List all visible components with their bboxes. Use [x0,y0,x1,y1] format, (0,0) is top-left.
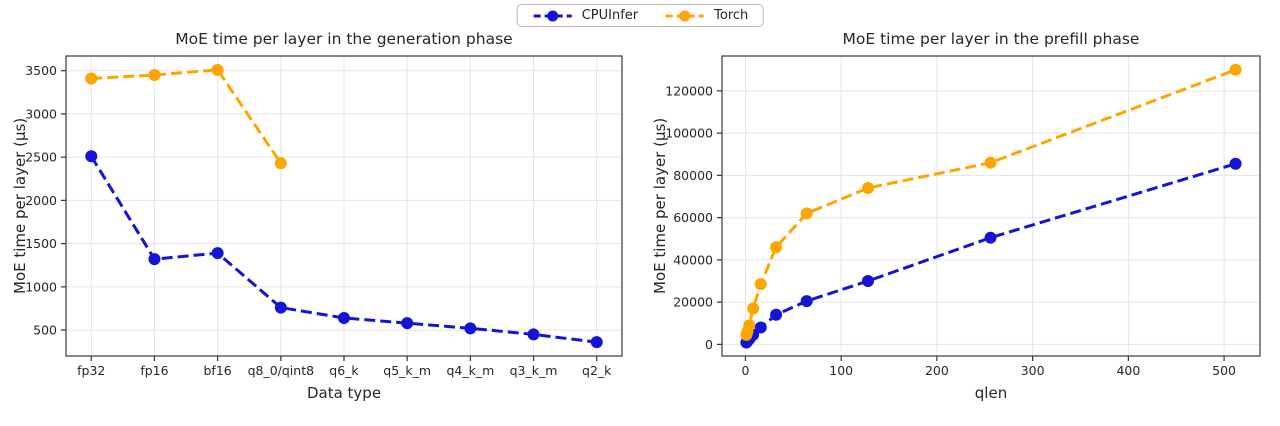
x-axis-label: Data type [306,384,382,402]
data-point-marker [800,295,813,308]
data-point-marker [211,63,224,76]
y-tick-label: 0 [705,337,713,352]
plot-border [65,55,623,357]
x-tick-label: 200 [925,363,949,378]
y-tick-label: 120000 [665,83,713,98]
series-torch [740,63,1242,341]
y-tick-label: 3000 [25,106,57,121]
y-tick-label: 1000 [25,279,57,294]
data-point-marker [148,253,161,266]
x-tick-label: q8_0/qint8 [248,363,315,378]
y-tick-label: 100000 [665,126,713,141]
data-point-marker [527,328,540,341]
data-point-marker [754,278,767,291]
x-axis-label: qlen [974,384,1008,402]
axes: 0 20000 40000 60000 80000 100000 120000 0 100 200… [665,55,1261,378]
x-tick-label: q2_k [582,363,612,378]
y-tick-label: 20000 [673,295,713,310]
plot-border [721,55,1261,357]
torch-line-marker-icon [666,10,705,21]
series-cpuinfer [85,150,603,349]
grid [66,56,622,356]
legend-item-torch: Torch [664,8,748,23]
chart-title: MoE time per layer in the prefill phase [842,30,1140,48]
x-tick-label: q5_k_m [383,363,431,378]
series-line [744,68,1237,336]
grid [722,56,1260,356]
x-tick-label: q3_k_m [510,363,558,378]
data-point-marker [274,301,287,314]
x-tick-label: 0 [741,363,749,378]
data-point-marker [85,72,98,85]
data-point-marker [338,311,350,324]
data-point-marker [464,322,477,335]
data-point-marker [85,150,98,163]
y-tick-label: 500 [33,323,57,338]
y-tick-label: 2500 [25,150,57,165]
data-point-marker [1229,157,1242,170]
legend-item-cpuinfer: CPUInfer [532,8,638,23]
series-cpuinfer [740,157,1242,349]
chart-legend: CPUInfer Torch [516,4,764,27]
generation-phase-plot-area: 500 1000 1500 2000 2500 3000 3500 fp32 fp16 bf16 q… [25,55,623,378]
data-point-marker [770,308,783,321]
prefill-phase-chart: MoE time per layer in the prefill phase … [648,26,1278,422]
x-tick-label: 100 [829,363,853,378]
x-tick-label: q4_k_m [446,363,494,378]
data-point-marker [861,182,874,195]
data-point-marker [800,207,813,220]
data-point-marker [984,231,997,244]
y-tick-label: 80000 [673,168,713,183]
x-tick-label: bf16 [204,363,232,378]
data-point-marker [754,321,767,334]
data-point-marker [590,336,603,349]
cpuinfer-line-marker-icon [533,10,572,21]
x-tick-label: 300 [1021,363,1045,378]
y-tick-label: 2000 [25,193,57,208]
x-tick-label: 500 [1212,363,1236,378]
data-point-marker [770,241,783,254]
legend-label-torch: Torch [714,8,749,23]
data-point-marker [743,319,756,332]
prefill-phase-plot-area: 0 20000 40000 60000 80000 100000 120000 0 100 200… [665,55,1261,378]
data-point-marker [1229,63,1242,76]
generation-phase-chart: MoE time per layer in the generation pha… [8,26,638,422]
data-point-marker [861,275,874,287]
y-tick-label: 1500 [25,236,57,251]
data-point-marker [148,69,161,82]
series-line [91,68,283,165]
y-tick-label: 3500 [25,63,57,78]
y-tick-label: 60000 [673,210,713,225]
x-tick-label: 400 [1116,363,1140,378]
data-point-marker [401,317,414,330]
series-line [745,162,1237,344]
data-point-marker [274,157,287,170]
data-point-marker [211,247,224,260]
series-line [89,155,597,344]
chart-title: MoE time per layer in the generation pha… [175,30,513,48]
y-tick-label: 40000 [673,252,713,267]
series-torch [85,63,287,170]
x-tick-label: fp16 [140,363,168,378]
legend-label-cpuinfer: CPUInfer [581,8,639,23]
x-tick-label: fp32 [77,363,105,378]
x-tick-label: q6_k [329,363,359,378]
data-point-marker [984,156,997,169]
axes: 500 1000 1500 2000 2500 3000 3500 fp32 fp16 bf16 q… [25,55,623,378]
data-point-marker [747,302,760,315]
